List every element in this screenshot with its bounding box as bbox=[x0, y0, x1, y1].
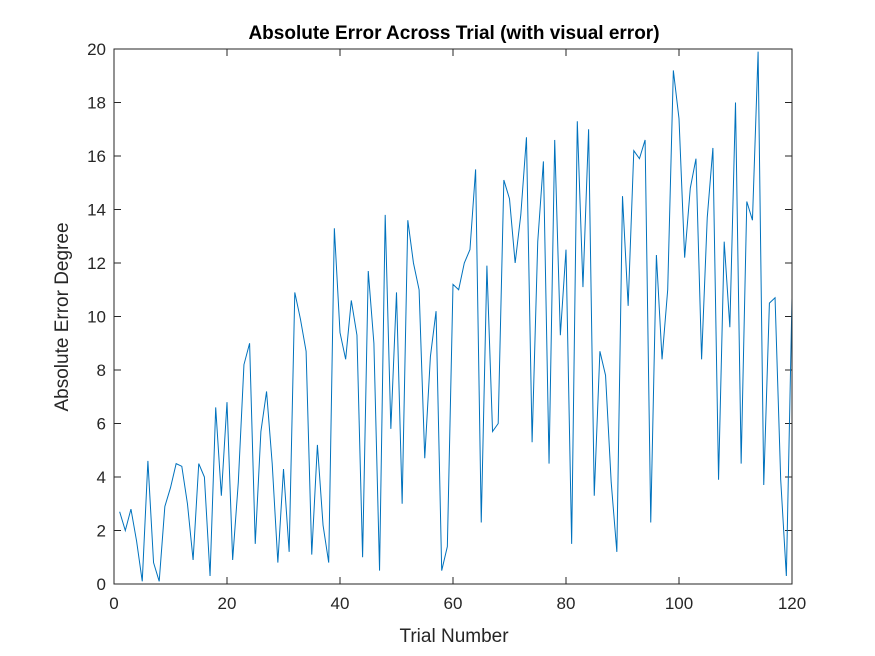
y-tick-label: 10 bbox=[87, 308, 106, 327]
y-tick-label: 12 bbox=[87, 254, 106, 273]
x-tick-label: 100 bbox=[665, 594, 693, 613]
y-tick-label: 18 bbox=[87, 94, 106, 113]
y-tick-label: 2 bbox=[97, 522, 106, 541]
y-tick-label: 4 bbox=[97, 468, 106, 487]
y-tick-label: 6 bbox=[97, 415, 106, 434]
y-axis-ticks: 0 2 4 6 8 10 12 14 16 18 20 bbox=[87, 40, 792, 594]
chart-title: Absolute Error Across Trial (with visual… bbox=[248, 23, 659, 44]
y-tick-label: 0 bbox=[97, 575, 106, 594]
x-tick-label: 60 bbox=[444, 594, 463, 613]
plot-area-box bbox=[113, 48, 793, 585]
x-tick-label: 120 bbox=[778, 594, 806, 613]
x-tick-label: 20 bbox=[218, 594, 237, 613]
series-line bbox=[119, 51, 793, 582]
x-axis-label: Trial Number bbox=[399, 626, 509, 647]
y-tick-label: 20 bbox=[87, 40, 106, 59]
x-axis-ticks: 0 20 40 60 80 100 120 bbox=[109, 49, 806, 613]
x-tick-label: 80 bbox=[557, 594, 576, 613]
y-tick-label: 14 bbox=[87, 201, 106, 220]
y-tick-label: 8 bbox=[97, 361, 106, 380]
x-tick-label: 0 bbox=[109, 594, 118, 613]
y-tick-label: 16 bbox=[87, 147, 106, 166]
y-axis-label: Absolute Error Degree bbox=[52, 222, 73, 411]
x-tick-label: 40 bbox=[331, 594, 350, 613]
